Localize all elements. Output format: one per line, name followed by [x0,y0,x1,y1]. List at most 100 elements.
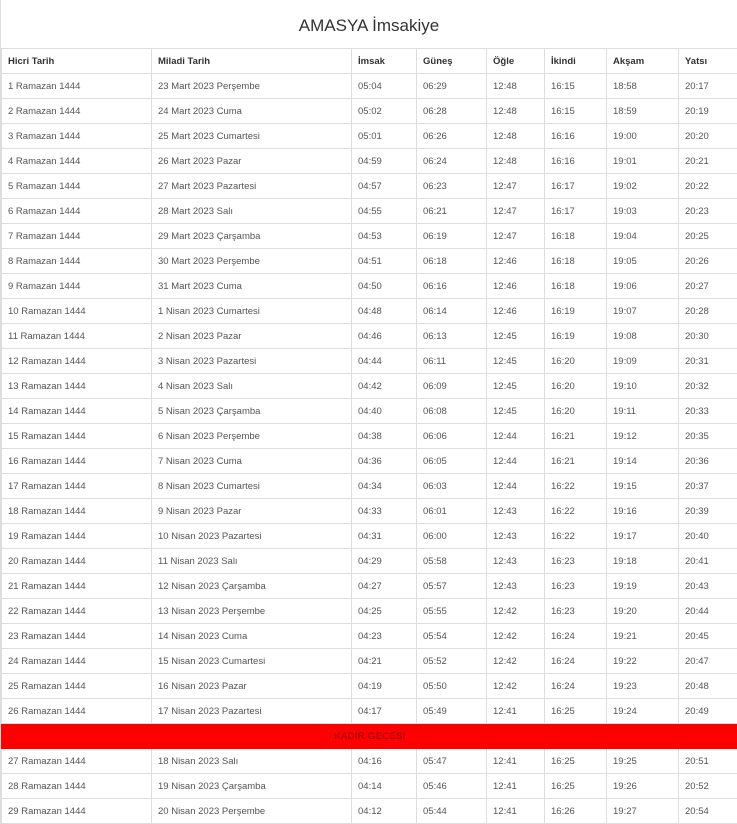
cell-aksam: 18:58 [606,73,679,99]
cell-miladi-tarih: 14 Nisan 2023 Cuma [151,623,352,649]
cell-yatsi: 20:45 [678,623,737,649]
cell-gunes: 06:26 [416,123,487,149]
cell-miladi-tarih: 2 Nisan 2023 Pazar [151,323,352,349]
cell-yatsi: 20:22 [678,173,737,199]
cell-hicri-tarih: 17 Ramazan 1444 [1,473,152,499]
table-row: 9 Ramazan 1444 31 Mart 2023 Cuma 04:50 06:1… [1,273,737,299]
cell-yatsi: 20:23 [678,198,737,224]
cell-gunes: 05:49 [416,698,487,724]
column-header-ikindi: İkindi [544,48,607,74]
cell-ikindi: 16:25 [544,748,607,774]
cell-yatsi: 20:51 [678,748,737,774]
cell-ogle: 12:44 [486,448,545,474]
cell-imsak: 04:53 [351,223,417,249]
cell-yatsi: 20:21 [678,148,737,174]
cell-imsak: 04:21 [351,648,417,674]
cell-aksam: 19:23 [606,673,679,699]
cell-ikindi: 16:24 [544,623,607,649]
cell-hicri-tarih: 4 Ramazan 1444 [1,148,152,174]
cell-gunes: 06:00 [416,523,487,549]
cell-yatsi: 20:35 [678,423,737,449]
cell-hicri-tarih: 28 Ramazan 1444 [1,773,152,799]
cell-gunes: 06:14 [416,298,487,324]
table-row: 29 Ramazan 1444 20 Nisan 2023 Perşembe 04:… [1,798,737,824]
cell-ogle: 12:45 [486,323,545,349]
cell-aksam: 19:08 [606,323,679,349]
cell-ikindi: 16:20 [544,373,607,399]
cell-ogle: 12:46 [486,298,545,324]
cell-imsak: 04:50 [351,273,417,299]
cell-ogle: 12:45 [486,398,545,424]
cell-ogle: 12:44 [486,473,545,499]
cell-yatsi: 20:19 [678,98,737,124]
cell-gunes: 06:05 [416,448,487,474]
cell-ikindi: 16:15 [544,98,607,124]
cell-yatsi: 20:26 [678,248,737,274]
cell-hicri-tarih: 27 Ramazan 1444 [1,748,152,774]
cell-hicri-tarih: 12 Ramazan 1444 [1,348,152,374]
cell-gunes: 05:44 [416,798,487,824]
cell-hicri-tarih: 16 Ramazan 1444 [1,448,152,474]
table-row: 27 Ramazan 1444 18 Nisan 2023 Salı 04:16 05… [1,748,737,774]
cell-ogle: 12:44 [486,423,545,449]
cell-ogle: 12:47 [486,198,545,224]
table-row: 7 Ramazan 1444 29 Mart 2023 Çarşamba 04:53… [1,223,737,249]
table-row: 5 Ramazan 1444 27 Mart 2023 Pazartesi 04:5… [1,173,737,199]
cell-ikindi: 16:24 [544,648,607,674]
table-row: 17 Ramazan 1444 8 Nisan 2023 Cumartesi 04:… [1,473,737,499]
cell-imsak: 04:44 [351,348,417,374]
cell-ogle: 12:42 [486,648,545,674]
cell-hicri-tarih: 20 Ramazan 1444 [1,548,152,574]
cell-aksam: 19:12 [606,423,679,449]
cell-aksam: 19:19 [606,573,679,599]
table-row: 24 Ramazan 1444 15 Nisan 2023 Cumartesi 04… [1,648,737,674]
table-row: 15 Ramazan 1444 6 Nisan 2023 Perşembe 04:3… [1,423,737,449]
table-row: 16 Ramazan 1444 7 Nisan 2023 Cuma 04:36 06:… [1,448,737,474]
table-row: 8 Ramazan 1444 30 Mart 2023 Perşembe 04:51… [1,248,737,274]
cell-hicri-tarih: 13 Ramazan 1444 [1,373,152,399]
table-row: 23 Ramazan 1444 14 Nisan 2023 Cuma 04:23 05… [1,623,737,649]
cell-aksam: 19:02 [606,173,679,199]
cell-hicri-tarih: 26 Ramazan 1444 [1,698,152,724]
cell-ogle: 12:43 [486,498,545,524]
cell-gunes: 05:47 [416,748,487,774]
cell-aksam: 19:27 [606,798,679,824]
cell-miladi-tarih: 6 Nisan 2023 Perşembe [151,423,352,449]
cell-miladi-tarih: 25 Mart 2023 Cumartesi [151,123,352,149]
cell-aksam: 19:14 [606,448,679,474]
cell-ikindi: 16:21 [544,423,607,449]
cell-imsak: 04:59 [351,148,417,174]
column-header-hicri-tarih: Hicri Tarih [1,48,152,74]
cell-imsak: 04:19 [351,673,417,699]
column-header-miladi-tarih: Miladi Tarih [151,48,352,74]
cell-ogle: 12:42 [486,623,545,649]
cell-imsak: 04:17 [351,698,417,724]
cell-miladi-tarih: 8 Nisan 2023 Cumartesi [151,473,352,499]
cell-ogle: 12:43 [486,573,545,599]
cell-imsak: 04:55 [351,198,417,224]
cell-miladi-tarih: 3 Nisan 2023 Pazartesi [151,348,352,374]
table-header-row: Hicri Tarih Miladi Tarih İmsak Güneş Öğle İki… [1,48,737,74]
cell-gunes: 05:58 [416,548,487,574]
cell-imsak: 04:31 [351,523,417,549]
cell-imsak: 04:40 [351,398,417,424]
cell-miladi-tarih: 17 Nisan 2023 Pazartesi [151,698,352,724]
cell-imsak: 04:29 [351,548,417,574]
table-row: 22 Ramazan 1444 13 Nisan 2023 Perşembe 04:… [1,598,737,624]
cell-imsak: 04:57 [351,173,417,199]
cell-aksam: 19:10 [606,373,679,399]
cell-hicri-tarih: 19 Ramazan 1444 [1,523,152,549]
cell-ikindi: 16:23 [544,598,607,624]
cell-yatsi: 20:47 [678,648,737,674]
cell-gunes: 06:09 [416,373,487,399]
cell-hicri-tarih: 24 Ramazan 1444 [1,648,152,674]
cell-yatsi: 20:43 [678,573,737,599]
cell-aksam: 19:00 [606,123,679,149]
cell-aksam: 19:09 [606,348,679,374]
cell-hicri-tarih: 3 Ramazan 1444 [1,123,152,149]
cell-ogle: 12:48 [486,98,545,124]
cell-yatsi: 20:49 [678,698,737,724]
cell-miladi-tarih: 20 Nisan 2023 Perşembe [151,798,352,824]
cell-ogle: 12:42 [486,598,545,624]
